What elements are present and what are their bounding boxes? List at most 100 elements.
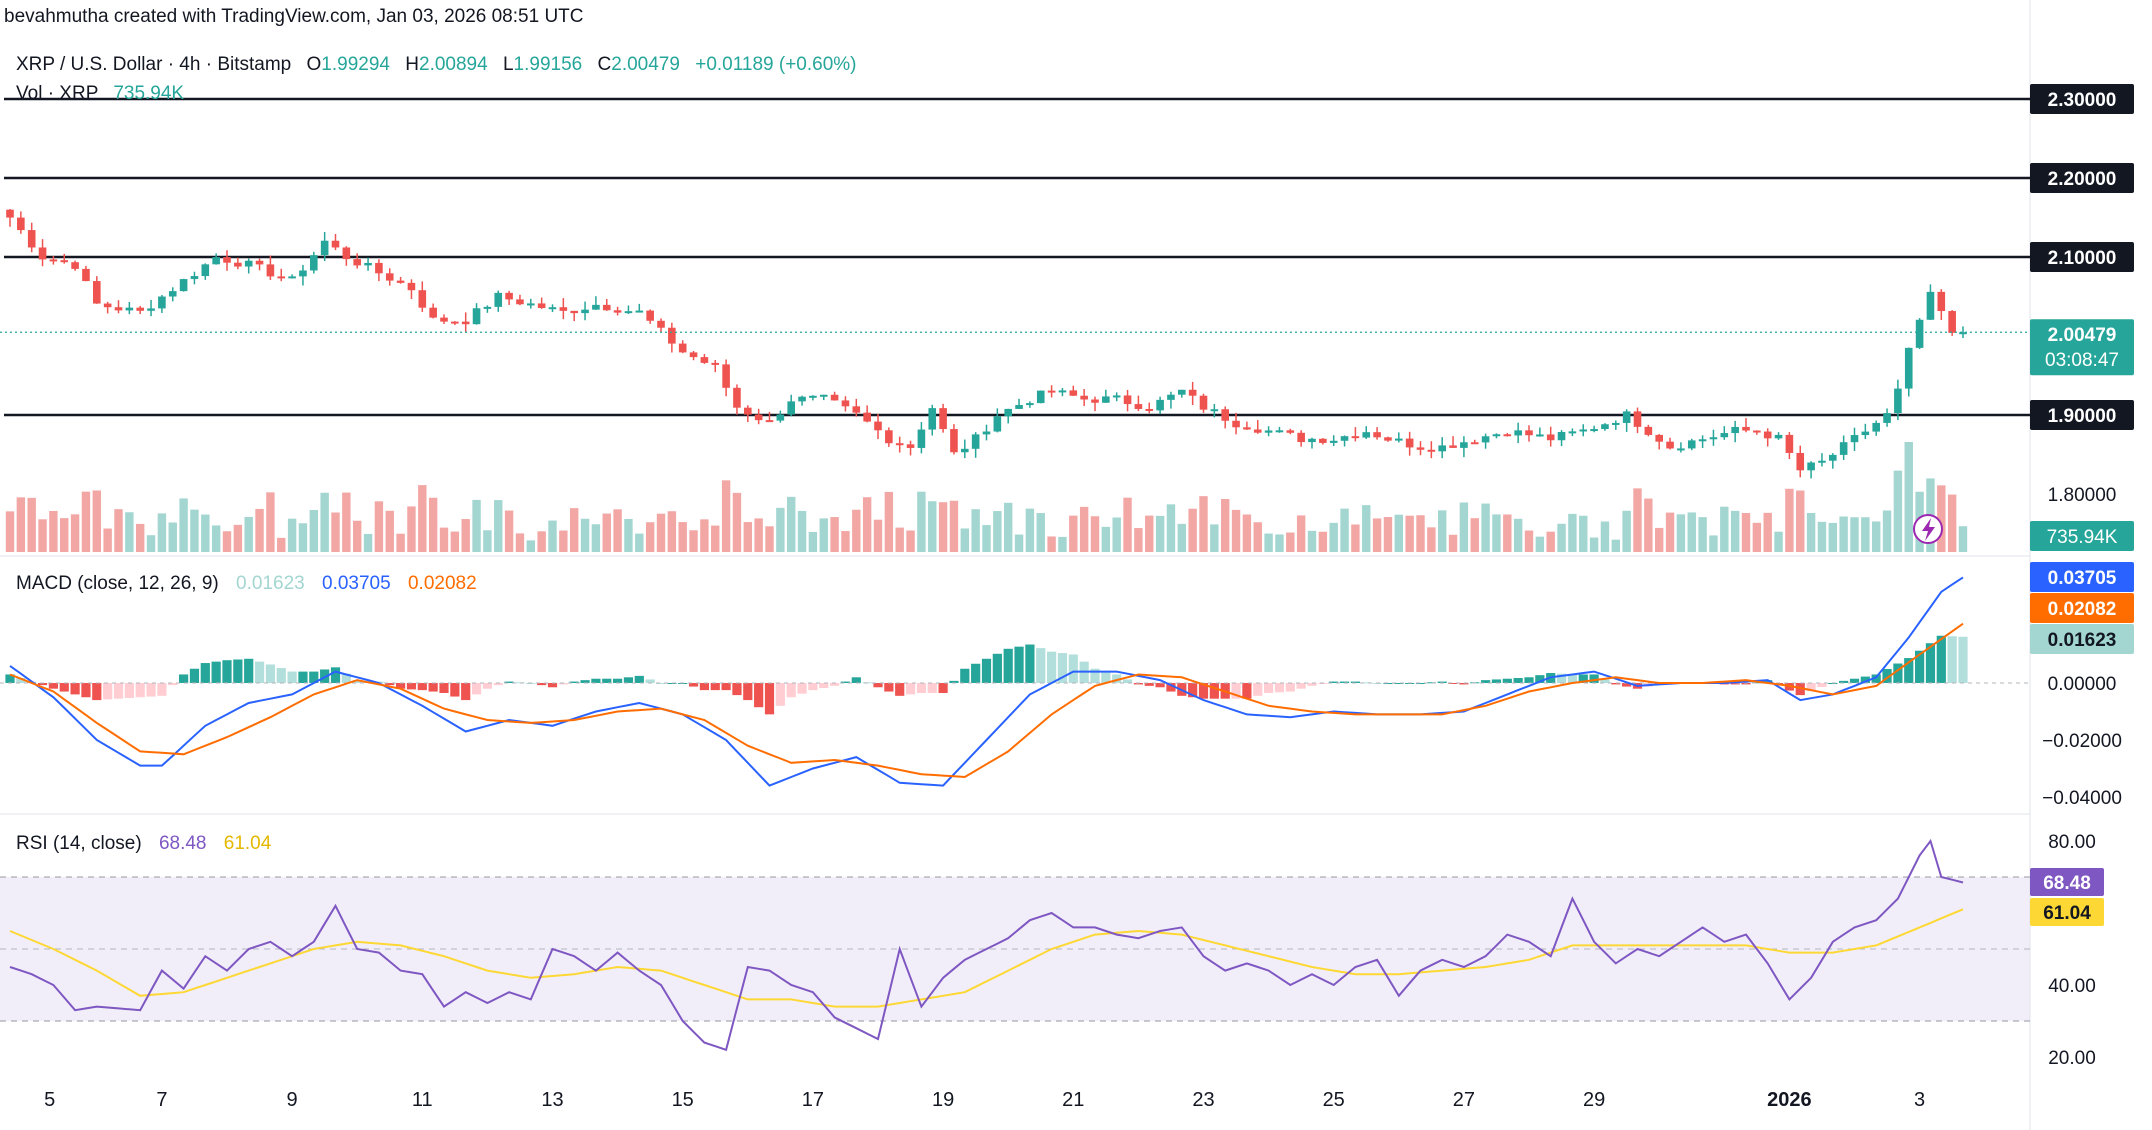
volume-bar (765, 526, 774, 552)
level-badge-label: 2.30000 (2048, 90, 2117, 111)
macd-hist-bar (1730, 683, 1740, 685)
macd-hist-bar (1264, 683, 1274, 693)
macd-hist-bar (265, 664, 275, 683)
candle-body (1362, 432, 1371, 438)
volume-bar (92, 490, 101, 552)
volume-bar (1937, 485, 1946, 552)
candle-body (429, 307, 437, 318)
candle-body (668, 327, 676, 344)
volume-bar (841, 531, 850, 552)
volume-bar (1112, 517, 1121, 552)
lightning-icon[interactable] (1913, 514, 1943, 544)
candle-body (418, 290, 427, 308)
macd-hist-bar (244, 658, 254, 683)
macd-hist-bar (1589, 674, 1599, 683)
macd-hist-bar (1882, 668, 1892, 683)
volume-bar (895, 527, 904, 552)
volume-bar (483, 530, 492, 552)
candle-body (1221, 409, 1229, 421)
macd-hist-bar (124, 683, 134, 698)
macd-hist-bar (37, 683, 48, 686)
volume-bar (1036, 513, 1045, 552)
volume-bar (1123, 497, 1132, 552)
volume-bar (591, 524, 601, 552)
volume-bar (1134, 528, 1143, 552)
candle-body (1178, 389, 1186, 395)
header-credit: bevahmutha created with TradingView.com,… (4, 6, 584, 27)
macd-hist-bar (168, 683, 178, 686)
rsi-badge: 68.48 (2030, 868, 2104, 896)
volume-bar (277, 537, 286, 552)
candle-body (505, 292, 513, 300)
time-tick-label: 27 (1453, 1089, 1475, 1111)
candle-body (1199, 395, 1208, 410)
candle-body (1470, 442, 1479, 445)
candle-body (1297, 432, 1305, 443)
candle-body (461, 321, 470, 325)
macd-hist-bar (5, 674, 15, 683)
candle-body (787, 401, 795, 415)
volume-bar (1774, 531, 1783, 552)
volume-bar (873, 519, 883, 552)
macd-hist-bar (1426, 682, 1436, 684)
volume-bar (1665, 512, 1675, 552)
volume-bar (1709, 535, 1718, 552)
candle-body (1308, 438, 1316, 443)
candle-body (1091, 399, 1099, 403)
volume-bar (993, 511, 1002, 552)
candle-body (299, 270, 307, 277)
candle-body (689, 352, 698, 358)
volume-bar (1850, 517, 1859, 552)
candle-body (407, 282, 416, 291)
candle-body (1698, 439, 1707, 442)
volume-bar (906, 530, 915, 552)
volume-bar (1579, 515, 1588, 552)
time-tick-label: 21 (1062, 1089, 1084, 1111)
candle-body (1536, 434, 1544, 437)
candle-body (1253, 429, 1262, 433)
volume-bar (1904, 442, 1913, 552)
level-badge (2030, 242, 2134, 272)
candle-body (1829, 454, 1837, 461)
macd-hist-bar (1307, 683, 1317, 686)
candle-body (1167, 394, 1175, 400)
macd-hist-bar (1524, 677, 1534, 683)
volume-bar (1351, 524, 1360, 552)
macd-hist-bar (1122, 679, 1133, 683)
volume-bar (1492, 514, 1501, 552)
volume-bar (1546, 531, 1555, 552)
legend-high-label: H (405, 54, 419, 75)
volume-bar (1676, 514, 1686, 552)
macd-hist-bar (504, 681, 514, 683)
macd-badge: 0.03705 (2030, 562, 2134, 592)
candle-body (1449, 445, 1457, 448)
volume-bar (1416, 515, 1425, 552)
volume-bar (602, 513, 611, 552)
candle-body (1959, 332, 1967, 335)
volume-bar (49, 510, 58, 552)
macd-hist-bar (189, 668, 200, 683)
macd-hist-bar (580, 680, 590, 683)
macd-hist-bar (1513, 678, 1523, 683)
time-tick-label: 15 (672, 1089, 694, 1111)
macd-hist-bar (602, 678, 612, 683)
volume-bar (852, 509, 861, 552)
candle-body (527, 303, 535, 306)
candle-body (1286, 430, 1295, 433)
candle-body (950, 429, 958, 453)
candle-body (1579, 429, 1588, 432)
candle-body (657, 320, 665, 328)
macd-hist-bar (1806, 683, 1816, 692)
macd-hist-bar (851, 677, 861, 683)
candle-body (6, 209, 14, 218)
macd-hist-bar (916, 683, 926, 693)
candle-body (559, 307, 568, 311)
volume-bar (1329, 522, 1338, 552)
volume-bar (1242, 514, 1252, 552)
candle-body (776, 414, 785, 421)
macd-hist-bar (710, 683, 720, 691)
legend-close: 2.00479 (611, 54, 680, 75)
volume-bar (862, 497, 872, 552)
candle-body (1753, 430, 1761, 433)
